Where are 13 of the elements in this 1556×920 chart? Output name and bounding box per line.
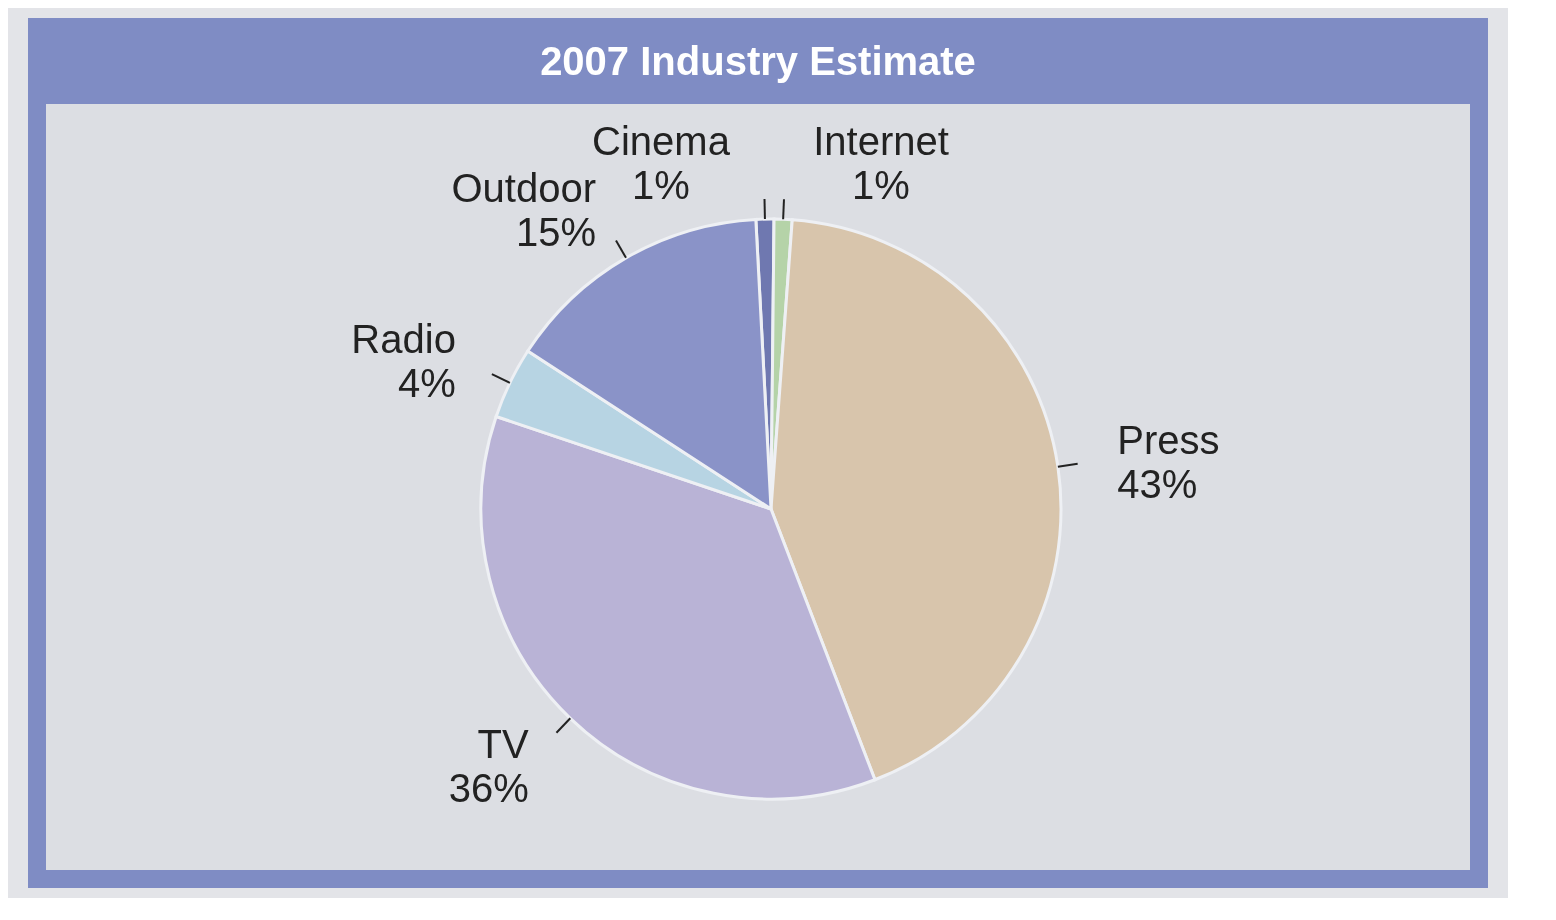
data-label: 43% [1117, 461, 1198, 506]
data-label: 1% [852, 163, 910, 208]
slice-label: TV [477, 721, 530, 766]
slice-label: Press [1117, 417, 1220, 462]
data-label: 4% [398, 360, 456, 405]
data-label: 1% [632, 163, 690, 208]
slice-label: Internet [813, 119, 949, 164]
slice-label: Cinema [592, 119, 731, 164]
slice-label: Radio [351, 316, 456, 361]
data-label: 36% [448, 765, 529, 810]
chart-title: 2007 Industry Estimate [46, 18, 1470, 104]
data-label: 15% [515, 209, 596, 254]
slice-label: Outdoor [451, 165, 596, 210]
